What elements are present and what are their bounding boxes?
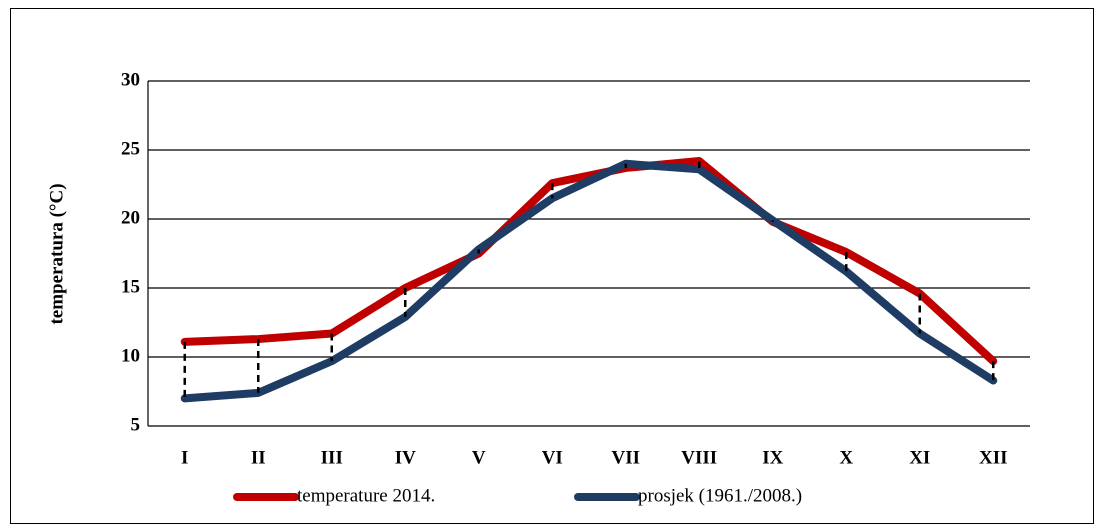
chart-border: [10, 8, 1094, 524]
y-tick-label: 30: [121, 69, 140, 90]
x-tick-label: II: [251, 447, 266, 468]
x-tick-label: VI: [542, 447, 563, 468]
y-tick-label: 10: [121, 345, 140, 366]
legend-label: temperature 2014.: [297, 485, 435, 506]
y-tick-label: 15: [121, 276, 140, 297]
y-tick-label: 25: [121, 138, 140, 159]
y-tick-label: 20: [121, 207, 140, 228]
x-tick-label: XI: [909, 447, 930, 468]
x-tick-label: V: [472, 447, 486, 468]
legend-label: prosjek (1961./2008.): [638, 485, 802, 506]
x-tick-label: IX: [762, 447, 783, 468]
x-tick-label: XII: [979, 447, 1008, 468]
x-tick-label: X: [839, 447, 853, 468]
series-line: [180, 159, 998, 403]
x-tick-label: I: [181, 447, 188, 468]
x-tick-label: IV: [395, 447, 416, 468]
y-axis-label: temperatura (°C): [46, 183, 67, 324]
x-tick-label: VII: [611, 447, 640, 468]
x-tick-label: III: [321, 447, 343, 468]
series-line: [180, 157, 998, 366]
x-tick-label: VIII: [681, 447, 717, 468]
y-tick-label: 5: [131, 414, 141, 435]
